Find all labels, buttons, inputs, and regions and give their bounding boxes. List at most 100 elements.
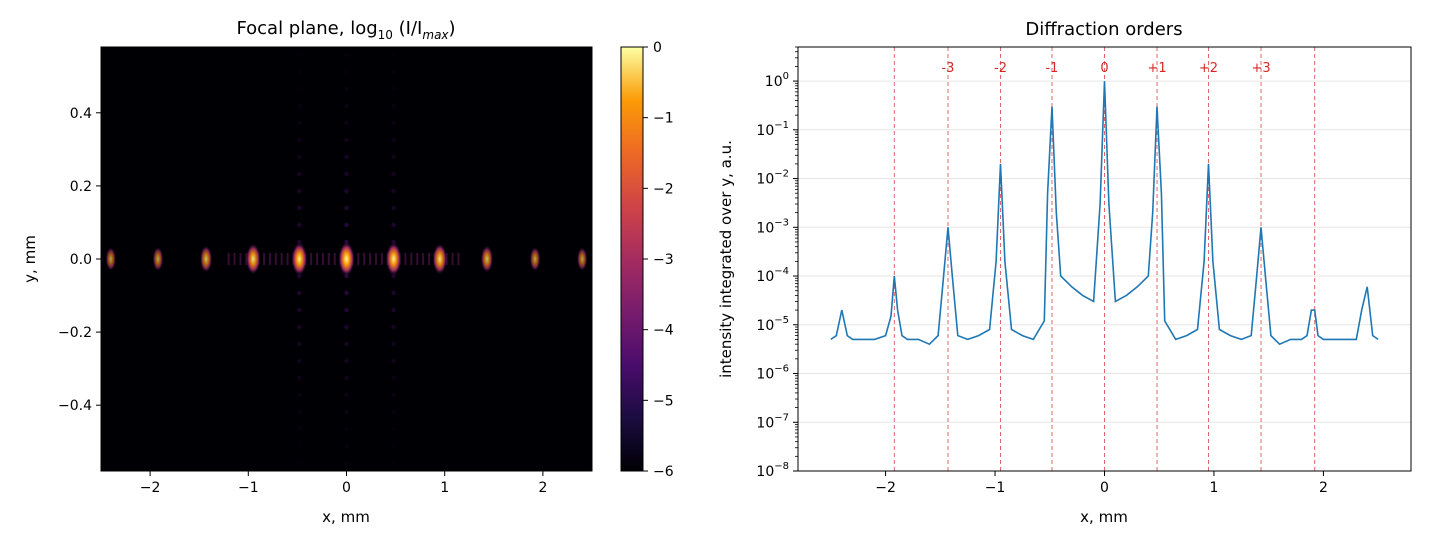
line-title: Diffraction orders <box>1025 19 1182 40</box>
y-tick-label: 100 <box>765 71 789 90</box>
streak-dot <box>344 120 349 126</box>
y-tick-label: 10−8 <box>756 461 789 480</box>
fringe-line <box>286 253 289 265</box>
streak-dot <box>297 324 302 330</box>
fringe-line <box>316 253 319 265</box>
order-label: +2 <box>1199 61 1218 76</box>
streak-dot <box>297 103 302 109</box>
fringe-line <box>416 253 419 265</box>
fringe-line <box>274 253 277 265</box>
streak-dot <box>344 154 349 160</box>
streak-dot <box>344 392 349 398</box>
streak-dot <box>297 392 302 398</box>
streak-dot <box>391 52 396 58</box>
diffraction-spot <box>577 247 588 271</box>
streak-dot <box>391 443 396 449</box>
fringe-line <box>422 253 425 265</box>
y-tick-label: −0.4 <box>58 398 92 414</box>
streak-dot <box>344 324 349 330</box>
fringe-line <box>333 253 336 265</box>
streak-dot <box>391 188 396 194</box>
streak-dot <box>297 426 302 432</box>
streak-dot <box>344 426 349 432</box>
streak-dot <box>297 409 302 415</box>
fringe-line <box>427 253 430 265</box>
streak-dot <box>391 392 396 398</box>
x-tick-label: 2 <box>538 480 547 496</box>
streak-dot <box>391 137 396 143</box>
fringe-line <box>233 253 236 265</box>
heatmap-x-axis: −2 −1 0 1 2 <box>140 471 547 496</box>
order-label: +1 <box>1147 61 1166 76</box>
streak-dot <box>297 69 302 75</box>
streak-dot <box>344 188 349 194</box>
y-tick-label: 10−3 <box>756 217 789 236</box>
streak-dot <box>344 171 349 177</box>
streak-dot <box>391 290 396 296</box>
colorbar-tick-label: −1 <box>653 111 674 127</box>
colorbar-tick-label: 0 <box>653 40 662 56</box>
order-label: -3 <box>941 61 954 76</box>
streak-dot <box>344 205 349 211</box>
diffraction-spot <box>480 245 493 273</box>
fringe-line <box>239 253 242 265</box>
streak-dot <box>344 222 349 228</box>
x-tick-label: 0 <box>1100 480 1109 496</box>
streak-dot <box>391 222 396 228</box>
x-tick-label: −1 <box>238 480 259 496</box>
diffraction-spot <box>432 243 447 275</box>
streak-dot <box>297 307 302 313</box>
diffraction-spot <box>105 247 116 271</box>
streak-dot <box>391 358 396 364</box>
streak-dot <box>297 341 302 347</box>
fringe-line <box>268 253 271 265</box>
streak-dot <box>391 324 396 330</box>
heatmap-ylabel: y, mm <box>21 235 39 283</box>
heatmap-field <box>105 52 588 466</box>
y-tick-label: 0.4 <box>70 106 92 122</box>
order-markers: -3 -2 -1 0 +1 +2 +3 <box>893 47 1316 471</box>
streak-dot <box>344 409 349 415</box>
colorbar-ticks: 0 −1 −2 −3 −4 −5 −6 <box>643 40 674 480</box>
streak-dot <box>344 358 349 364</box>
diffraction-spot <box>246 243 261 275</box>
streak-dot <box>391 460 396 466</box>
streak-dot <box>297 443 302 449</box>
colorbar-tick-label: −6 <box>653 464 674 480</box>
streak-dot <box>297 205 302 211</box>
streak-dot <box>344 103 349 109</box>
fringe-line <box>310 253 313 265</box>
fringe-line <box>357 253 360 265</box>
x-tick-label: −2 <box>140 480 161 496</box>
streak-dot <box>391 154 396 160</box>
streak-dot <box>391 103 396 109</box>
colorbar-tick-label: −4 <box>653 323 674 339</box>
streak-dot <box>297 222 302 228</box>
colorbar-gradient <box>620 46 644 472</box>
fringe-line <box>410 253 413 265</box>
heatmap-xlabel: x, mm <box>322 508 370 526</box>
fringe-line <box>363 253 366 265</box>
heatmap-y-axis: −0.4 −0.2 0.0 0.2 0.4 <box>58 106 101 414</box>
order-label: -2 <box>994 61 1007 76</box>
streak-dot <box>297 460 302 466</box>
fringe-line <box>404 253 407 265</box>
streak-dot <box>297 120 302 126</box>
streak-dot <box>391 171 396 177</box>
streak-dot <box>344 341 349 347</box>
fringe-line <box>369 253 372 265</box>
y-tick-label: 0.2 <box>70 179 92 195</box>
streak-dot <box>297 86 302 92</box>
streak-dot <box>344 290 349 296</box>
line-panel: Diffraction orders -3 -2 -1 0 +1 +2 +3 −2 −1 0 1 2… <box>717 19 1412 526</box>
diffraction-spot <box>385 242 402 276</box>
y-tick-label: 10−7 <box>756 412 789 431</box>
fringe-line <box>457 253 460 265</box>
line-y-axis: 10−8 10−7 10−6 10−5 10−4 10−3 10−2 10−1 100 <box>756 46 798 480</box>
x-tick-label: −1 <box>985 480 1006 496</box>
streak-dot <box>344 443 349 449</box>
y-tick-label: −0.2 <box>58 325 92 341</box>
y-tick-label: 10−4 <box>756 266 789 285</box>
colorbar-tick-label: −5 <box>653 393 674 409</box>
